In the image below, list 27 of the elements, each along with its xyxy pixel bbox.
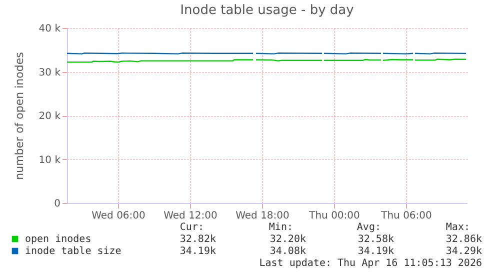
- y-tick-label: 10 k: [38, 154, 61, 166]
- text: Avg:: [356, 222, 381, 233]
- x-tick-label: Wed 12:00: [164, 210, 218, 222]
- text: Last update: Thu Apr 16 11:05:13 2026: [259, 258, 482, 269]
- x-tick-label: Wed 18:00: [236, 210, 290, 222]
- text: 34.19k: [358, 246, 394, 257]
- y-tick-label: 20 k: [38, 111, 61, 122]
- x-tick-label: Thu 06:00: [380, 210, 432, 222]
- x-tick-label: Wed 06:00: [92, 210, 146, 222]
- text: Min:: [268, 222, 293, 233]
- text: 32.82k: [180, 234, 216, 245]
- x-tick-label: Thu 00:00: [308, 210, 360, 222]
- text: 34.19k: [180, 246, 216, 257]
- chart-title: Inode table usage - by day: [180, 3, 354, 18]
- y-axis-title: number of open inodes: [12, 52, 26, 180]
- y-tick-label: 0: [54, 198, 60, 210]
- text: Max:: [446, 222, 470, 233]
- text: 32.86k: [446, 234, 482, 245]
- text: 32.58k: [358, 234, 394, 245]
- text: 34.08k: [270, 246, 306, 257]
- y-tick-label: 30 k: [38, 67, 61, 78]
- legend-label: inode table size: [25, 246, 122, 257]
- text: 32.20k: [270, 234, 306, 245]
- y-tick-label: 40 k: [38, 24, 61, 34]
- text: 34.29k: [446, 246, 482, 257]
- legend-label: open inodes: [25, 234, 92, 245]
- text: Cur:: [180, 222, 204, 233]
